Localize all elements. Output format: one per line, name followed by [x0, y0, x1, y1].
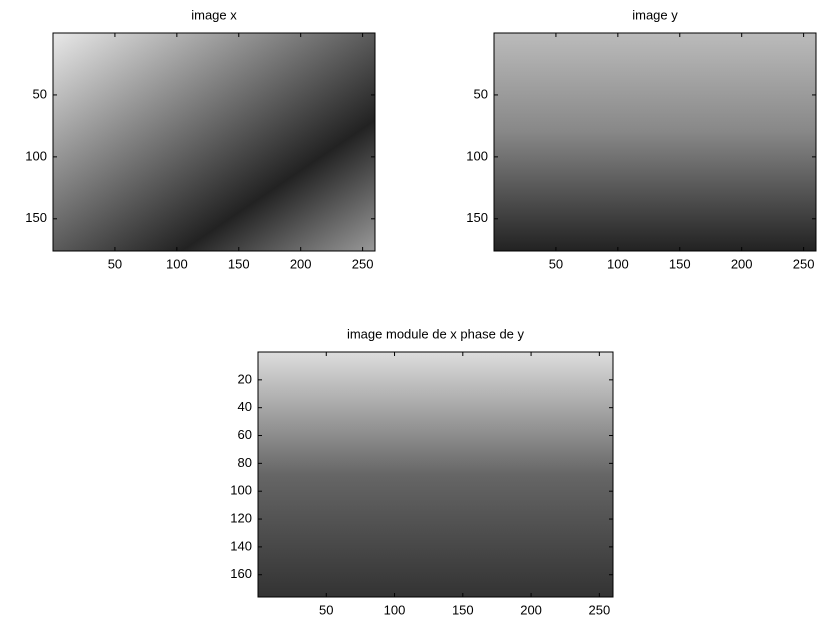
y-tick-label: 160 [230, 566, 252, 581]
subplot-title: image x [191, 7, 237, 22]
y-tick-label: 140 [230, 538, 252, 553]
x-tick-label: 100 [384, 602, 406, 617]
image [53, 33, 375, 251]
y-tick-label: 60 [238, 427, 252, 442]
y-tick-label: 100 [25, 148, 47, 163]
x-tick-label: 50 [549, 256, 563, 271]
x-tick-label: 200 [731, 256, 753, 271]
figure: image x 50 100 150 200 250 50 100 150 image y 50 10… [0, 0, 829, 620]
subplot-title: image y [632, 7, 678, 22]
page: image x 50 100 150 200 250 50 100 150 image y 50 10… [0, 0, 829, 620]
y-tick-label: 100 [466, 148, 488, 163]
image [494, 33, 816, 251]
x-tick-label: 50 [108, 256, 122, 271]
x-tick-label: 150 [228, 256, 250, 271]
x-tick-label: 100 [607, 256, 629, 271]
subplot-title: image module de x phase de y [347, 326, 525, 341]
y-tick-label: 150 [25, 210, 47, 225]
x-tick-label: 250 [793, 256, 815, 271]
x-tick-label: 200 [290, 256, 312, 271]
y-tick-label: 50 [474, 86, 488, 101]
image [258, 352, 613, 597]
y-tick-label: 100 [230, 483, 252, 498]
y-tick-label: 150 [466, 210, 488, 225]
x-tick-label: 100 [166, 256, 188, 271]
x-tick-label: 150 [669, 256, 691, 271]
x-tick-label: 250 [352, 256, 374, 271]
x-tick-label: 200 [520, 602, 542, 617]
x-tick-label: 50 [319, 602, 333, 617]
y-tick-label: 50 [33, 86, 47, 101]
y-tick-label: 20 [238, 371, 252, 386]
x-tick-label: 250 [588, 602, 610, 617]
x-tick-label: 150 [452, 602, 474, 617]
y-tick-label: 40 [238, 399, 252, 414]
y-tick-label: 120 [230, 510, 252, 525]
y-tick-label: 80 [238, 455, 252, 470]
